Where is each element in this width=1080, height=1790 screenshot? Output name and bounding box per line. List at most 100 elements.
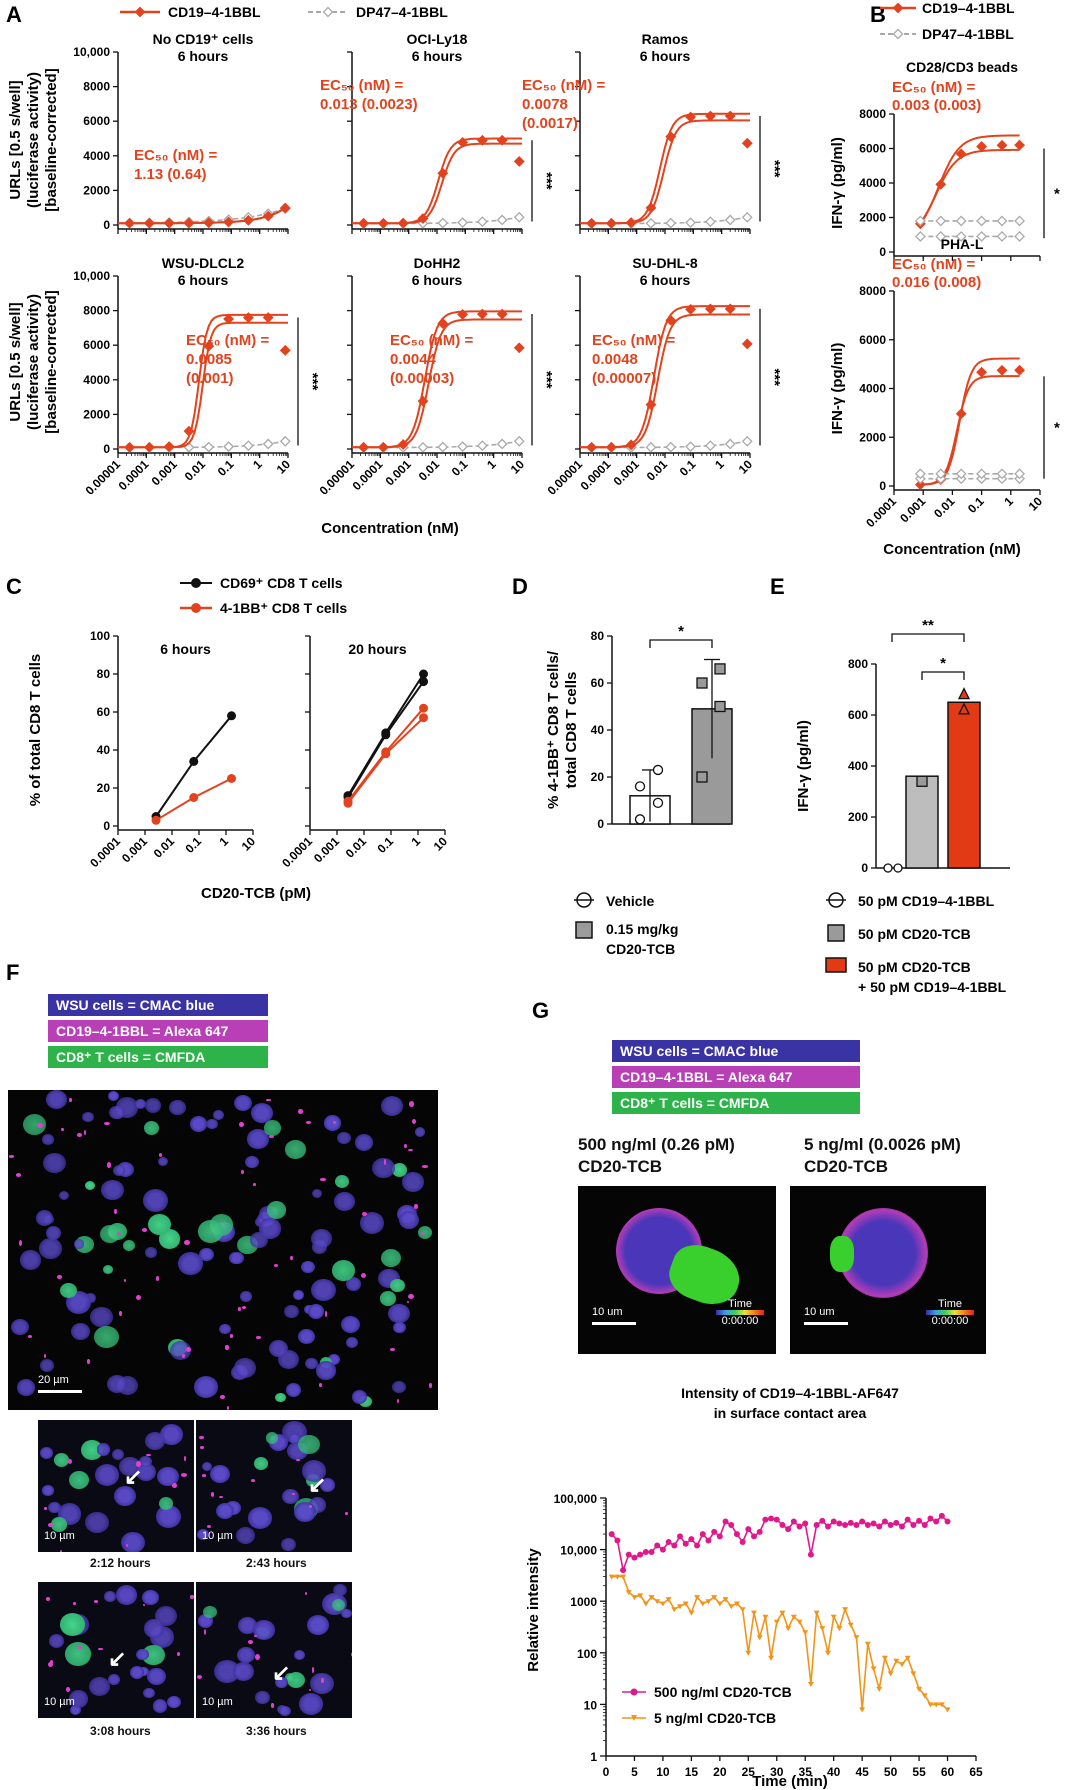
y-tick-label: 8000 [859,284,886,298]
x-tick-label: 0.0001 [87,834,123,870]
cd19-point [605,217,617,229]
x-tick-label: 30 [770,1765,784,1779]
b-ylabel: IFN-γ (pg/ml) [829,343,846,435]
g-point [642,1548,649,1555]
dp47-point [996,231,1008,242]
a-subplot-title: OCI-Ly18 [407,31,468,47]
cd19-point [163,217,175,229]
a-ec50-text: 0.0085 [186,351,232,368]
cd19-point [625,217,637,228]
x-tick-label: 0.001 [149,457,180,488]
g-point [751,1533,757,1540]
y-tick-label: 400 [848,759,868,773]
panel-letter-B: B [870,2,886,27]
y-tick-label: 2000 [83,183,110,197]
sig-label: * [1054,185,1060,202]
dp47-point [724,438,736,450]
cd19-point [476,308,488,320]
x-tick-label: 50 [884,1765,898,1779]
y-tick-label: 80 [591,629,605,643]
g-point [904,1516,911,1523]
dp47-point [1014,231,1026,242]
e-point [916,775,928,787]
e-legend-marker-3 [825,957,847,973]
panel-b: CD19–4-1BBL DP47–4-1BBL Concentration (nM)… [829,0,1060,558]
cd19-point [665,131,677,143]
g-point [620,1567,627,1574]
cd19-curve [919,134,1020,225]
d-legend-label-tcb-2: CD20-TCB [606,941,675,957]
dp47-point [914,231,926,242]
a-ec50-text: (0.00007) [592,370,656,387]
x-tick-label: 0.01 [931,494,958,521]
e-sig-label-1: ** [922,617,934,634]
g-image-1: 10 um Time 0:00:00 [578,1186,776,1354]
a-ec50-text: 0.013 (0.0023) [320,96,418,113]
d-ylabel-0: % 4-1BB⁺ CD8 T cells/ [545,650,562,809]
c-xlabel: CD20-TCB (pM) [201,885,311,902]
y-tick-label: 10,000 [73,269,110,283]
g-point [779,1521,786,1528]
a-ylabel2-1: (luciferase activity) [25,294,42,430]
y-tick-label: 60 [591,676,605,690]
g-point [677,1604,683,1610]
g-point [625,1590,632,1596]
cd19-point [914,479,926,491]
dp47-point [1014,215,1026,227]
dp47-point [513,211,525,223]
cd19-point [163,441,175,452]
g-point [699,1601,706,1607]
panel-letter-E: E [770,574,785,599]
cd19-point [996,364,1008,376]
cd19-point [476,134,488,146]
x-tick-label: 0.0001 [279,834,315,870]
c-ylabel: % of total CD8 T cells [27,654,44,807]
g-point [785,1526,792,1533]
x-tick-label: 1 [250,457,265,472]
y-tick-label: 200 [848,810,868,824]
panel-c: CD69⁺ CD8 T cells 4-1BB⁺ CD8 T cells % of … [27,575,450,902]
a-subplot-title: 6 hours [178,48,229,64]
x-tick-label: 0.0001 [578,457,614,493]
e-bar-2 [905,775,939,869]
g-xlabel: Time (min) [752,1773,828,1790]
dp47-point [437,217,449,229]
y-tick-label: 4000 [859,176,886,190]
g-point [927,1702,934,1708]
g-point [637,1551,644,1558]
g-point [682,1540,689,1547]
f-caption-2: 2:43 hours [246,1556,307,1570]
g-point [733,1531,740,1538]
sig-label: *** [766,368,783,386]
x-tick-label: 1 [216,834,231,849]
g-point [659,1546,666,1553]
a-ec50-text: 0.0048 [592,351,638,368]
a-ylabel2-0: URLs [0.5 s/well] [7,302,24,421]
dp47-point [476,216,488,228]
y-tick-label: 4000 [83,373,110,387]
g-point [836,1520,843,1527]
a-subplot-title: 6 hours [640,272,691,288]
cd19-point [741,137,753,149]
dp47-point [437,441,449,453]
x-tick-label: 0.00001 [83,457,124,498]
cd19-curve [580,119,750,225]
g-point [733,1601,740,1607]
a-subplot-title: No CD19⁺ cells [153,31,254,47]
cd19-point [183,425,195,437]
dp47-point [955,215,967,227]
cd19-point [996,139,1008,151]
a-xlabel: Concentration (nM) [321,520,458,537]
y-tick-label: 40 [591,723,605,737]
cd19-point [203,217,215,229]
cd19-point [955,148,967,160]
cd19-point [685,303,697,315]
g-point [773,1516,780,1523]
cd19-point [417,395,429,407]
dp47-point [724,214,736,226]
dp47-point [242,440,254,452]
g-point [677,1533,683,1540]
cd19-point [417,213,429,224]
y-tick-label: 40 [97,743,111,757]
